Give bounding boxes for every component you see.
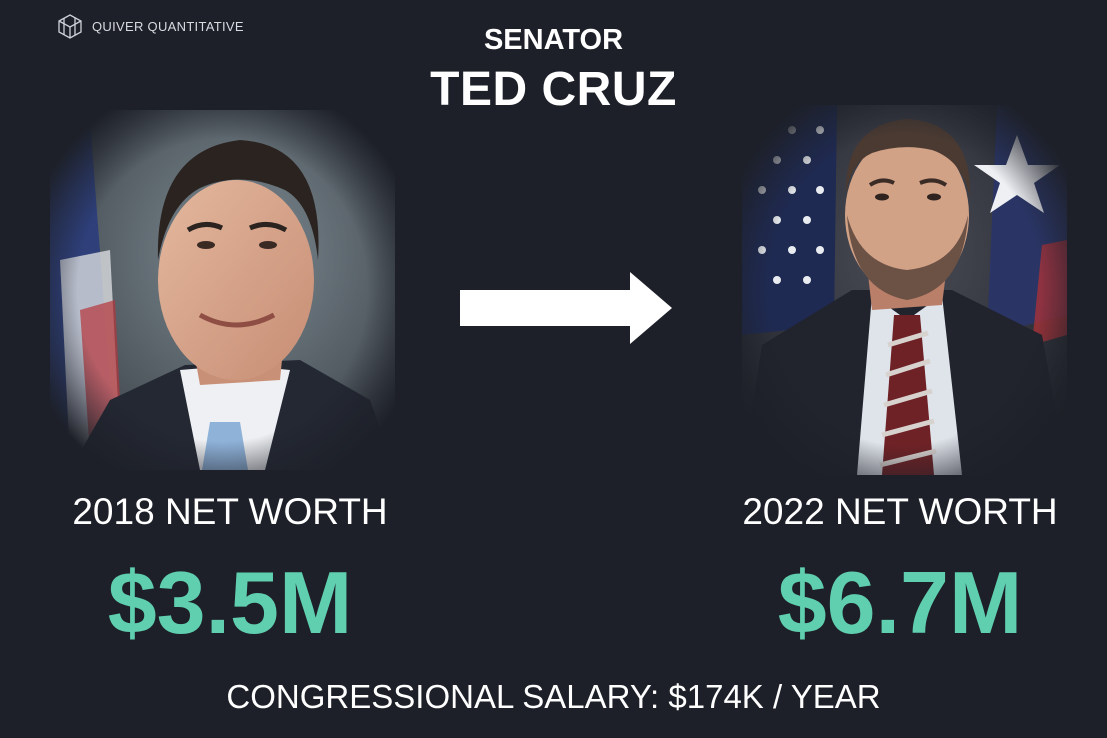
arrow-right-icon: [460, 272, 672, 344]
senator-role: SENATOR: [483, 24, 624, 56]
brand-name: QUIVER QUANTITATIVE: [92, 18, 244, 34]
net-worth-2022-value: $6.7M: [777, 553, 1023, 652]
salary-footer: CONGRESSIONAL SALARY: $174K / YEAR: [226, 678, 881, 715]
net-worth-2018-label: 2018 NET WORTH: [72, 491, 388, 532]
net-worth-2018-value: $3.5M: [107, 553, 353, 652]
brand-logo: QUIVER QUANTITATIVE: [56, 12, 244, 40]
senator-name: TED CRUZ: [430, 63, 677, 116]
net-worth-2022-label: 2022 NET WORTH: [742, 491, 1058, 532]
portrait-2018: [50, 110, 395, 470]
quiver-logo-icon: [58, 14, 82, 39]
portrait-2022: [742, 105, 1067, 475]
